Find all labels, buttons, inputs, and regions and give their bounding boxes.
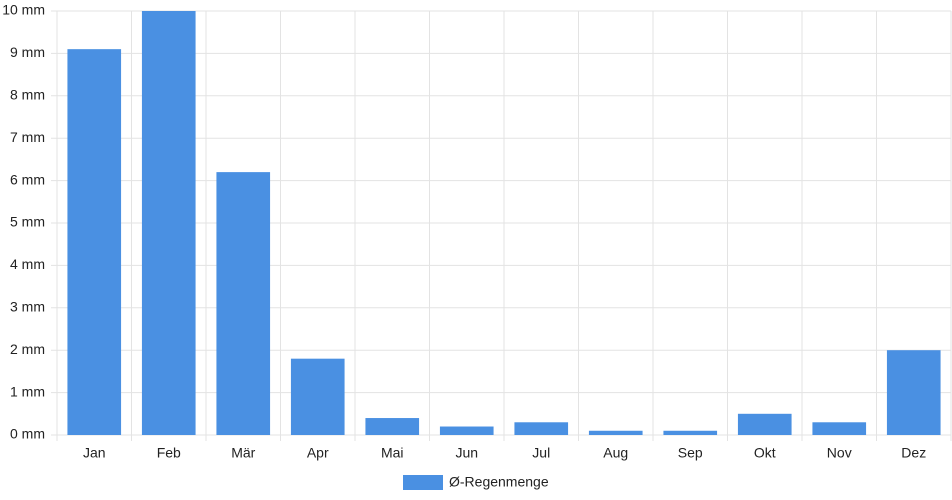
bar	[290, 358, 345, 435]
bar	[365, 418, 420, 435]
x-tick-label: Nov	[827, 445, 852, 461]
x-tick-label: Jul	[532, 445, 550, 461]
y-tick-label: 3 mm	[10, 299, 45, 315]
bar	[141, 11, 196, 435]
bar	[67, 49, 122, 435]
y-tick-label: 0 mm	[10, 426, 45, 442]
bar	[439, 426, 494, 435]
bar	[886, 350, 941, 435]
y-tick-label: 5 mm	[10, 214, 45, 230]
x-tick-label: Aug	[603, 445, 628, 461]
bar	[514, 422, 569, 435]
legend-swatch	[403, 475, 443, 490]
y-tick-label: 9 mm	[10, 44, 45, 60]
legend-label: Ø-Regenmenge	[449, 474, 549, 490]
x-tick-label: Okt	[754, 445, 776, 461]
x-tick-label: Feb	[157, 445, 181, 461]
x-tick-label: Apr	[307, 445, 329, 461]
x-tick-label: Jan	[83, 445, 106, 461]
x-tick-label: Dez	[901, 445, 926, 461]
y-tick-label: 10 mm	[2, 2, 45, 18]
y-tick-label: 1 mm	[10, 383, 45, 399]
y-tick-label: 8 mm	[10, 87, 45, 103]
bar	[216, 172, 271, 435]
bar	[812, 422, 867, 435]
y-tick-label: 4 mm	[10, 256, 45, 272]
x-tick-label: Jun	[455, 445, 478, 461]
y-tick-label: 6 mm	[10, 171, 45, 187]
y-tick-label: 2 mm	[10, 341, 45, 357]
bar	[588, 430, 643, 435]
bar	[737, 413, 792, 435]
bar	[663, 430, 718, 435]
y-tick-label: 7 mm	[10, 129, 45, 145]
x-tick-label: Mär	[231, 445, 255, 461]
x-tick-label: Sep	[678, 445, 703, 461]
x-tick-label: Mai	[381, 445, 404, 461]
